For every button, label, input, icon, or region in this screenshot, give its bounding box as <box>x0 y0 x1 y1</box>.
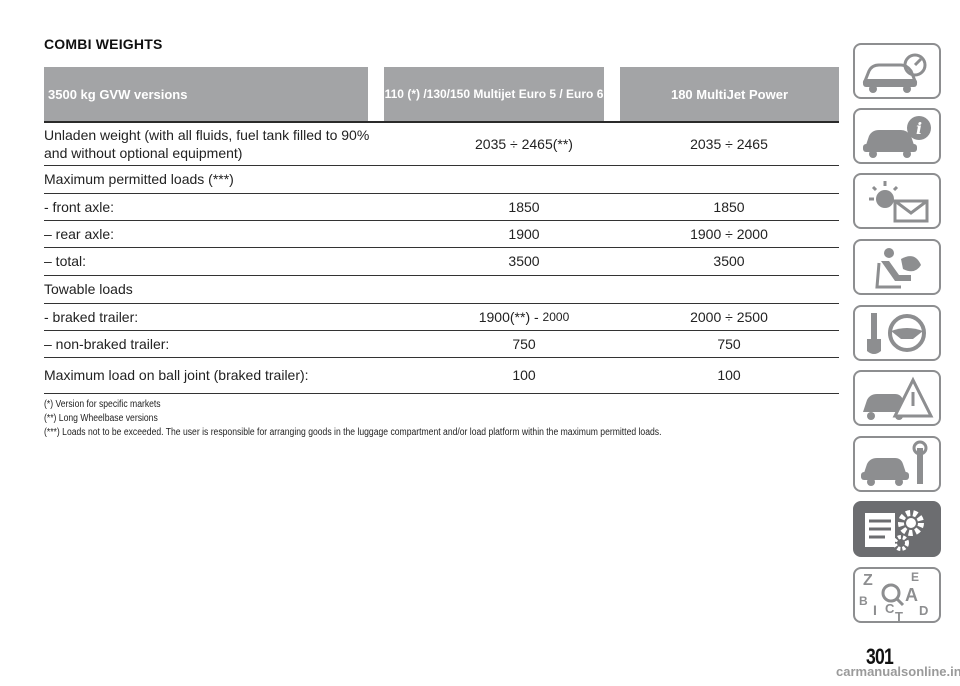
value-multijet: 100 <box>512 367 536 383</box>
index-letter: C <box>885 601 895 616</box>
header-engine-multijet-power: 180 MultiJet Power <box>620 67 839 121</box>
value-multijet-power: 3500 <box>713 253 745 269</box>
value-multijet-power <box>619 275 839 303</box>
index-letter: T <box>895 609 903 621</box>
value-multijet: 1900(**) - 2000 <box>478 308 570 325</box>
index-letter: Z <box>863 572 873 589</box>
footnote: (***) Loads not to be exceeded. The user… <box>44 427 662 438</box>
table-row: - braked trailer: 1900(**) - 2000 2000 ÷ 2… <box>44 303 839 331</box>
tab-emergency[interactable] <box>853 370 941 426</box>
table-row: Maximum permitted loads (***) <box>44 165 839 194</box>
header-rule <box>44 121 839 123</box>
warning-light-message-icon <box>869 181 929 223</box>
footnote: (**) Long Wheelbase versions <box>44 413 158 424</box>
seat-airbag-icon <box>875 248 921 289</box>
value-multijet-power <box>619 165 839 193</box>
index-letter: B <box>859 594 868 608</box>
row-label: – total: <box>44 253 87 269</box>
header-engine-multijet: 110 (*) /130/150 Multijet Euro 5 / Euro … <box>384 67 604 121</box>
table-row: Towable loads <box>44 275 839 304</box>
value-multijet-power: 100 <box>717 367 741 383</box>
row-label: - braked trailer: <box>44 308 139 325</box>
row-label: Maximum permitted loads (***) <box>44 171 234 187</box>
table-row: – total: 3500 3500 <box>44 247 839 276</box>
tab-technical-data[interactable] <box>853 501 941 557</box>
row-label: Towable loads <box>44 281 133 297</box>
row-label: - front axle: <box>44 198 115 215</box>
table-row: – non-braked trailer: 750 750 <box>44 330 839 358</box>
index-letter: I <box>873 602 877 618</box>
tab-car-dashboard[interactable] <box>853 43 941 99</box>
tab-warning-lights[interactable] <box>853 173 941 229</box>
table-row: Unladen weight (with all fluids, fuel ta… <box>44 123 839 166</box>
value-multijet-power: 1850 <box>713 198 745 215</box>
footnote: (*) Version for specific markets <box>44 399 161 410</box>
table-row: Maximum load on ball joint (braked trail… <box>44 357 839 394</box>
value-multijet-power: 2035 ÷ 2465 <box>690 136 768 152</box>
tab-maintenance[interactable] <box>853 436 941 492</box>
value-multijet-power: 750 <box>717 335 741 352</box>
page-number: 301 <box>866 644 894 669</box>
value-multijet: 3500 <box>508 253 540 269</box>
row-label: Maximum load on ball joint (braked trail… <box>44 367 309 383</box>
car-wrench-icon <box>861 440 928 486</box>
car-warning-triangle-icon <box>863 376 934 420</box>
index-letter: A <box>905 585 918 605</box>
svg-text:i: i <box>916 119 922 138</box>
row-label: – non-braked trailer: <box>44 335 170 352</box>
tab-car-info[interactable]: i <box>853 108 941 164</box>
value-multijet: 1900 <box>508 225 540 242</box>
index-letter: D <box>919 603 928 618</box>
value-multijet: 2035 ÷ 2465(**) <box>475 136 573 152</box>
technical-data-gears-icon <box>865 510 924 551</box>
table-row: – rear axle: 1900 1900 ÷ 2000 <box>44 220 839 248</box>
row-label: – rear axle: <box>44 225 115 242</box>
tab-starting-driving[interactable] <box>853 305 941 361</box>
value-multijet-power: 2000 ÷ 2500 <box>690 308 768 325</box>
value-multijet: 750 <box>512 335 536 352</box>
key-steering-wheel-icon <box>867 313 926 354</box>
value-multijet-power: 1900 ÷ 2000 <box>690 225 768 242</box>
index-letter: E <box>911 570 919 584</box>
car-info-icon: i <box>863 116 931 158</box>
footnotes: (*) Version for specific markets (**) Lo… <box>44 398 732 440</box>
car-dashboard-icon <box>862 53 927 93</box>
alphabetical-index-icon: Z E B A I C D T <box>859 570 928 621</box>
table-row: - front axle: 1850 1850 <box>44 193 839 221</box>
watermark: carmanualsonline.info <box>836 664 960 679</box>
page-title: COMBI WEIGHTS <box>44 36 163 52</box>
tab-safety[interactable] <box>853 239 941 295</box>
row-label: Unladen weight (with all fluids, fuel ta… <box>44 127 370 161</box>
value-multijet: 1850 <box>508 198 540 215</box>
header-versions: 3500 kg GVW versions <box>44 67 368 121</box>
tab-index[interactable]: Z E B A I C D T <box>853 567 941 623</box>
